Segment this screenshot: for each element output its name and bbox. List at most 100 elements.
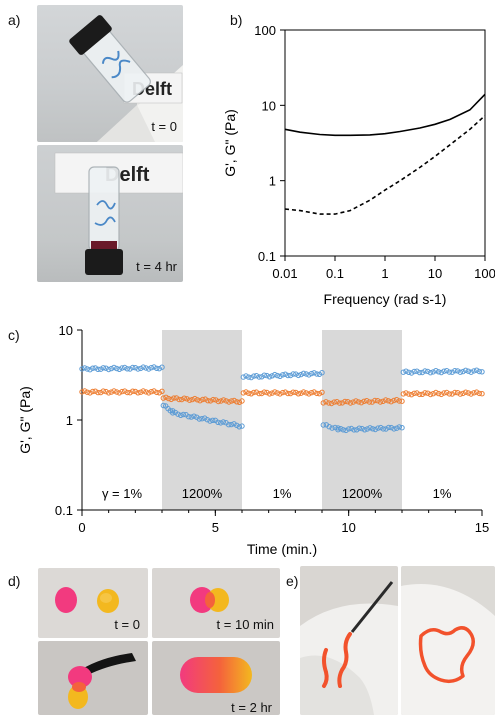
chart-c-point <box>146 366 152 372</box>
chart-c-point <box>173 395 180 401</box>
chart-c-point <box>435 390 442 397</box>
chart-c-point <box>236 399 243 406</box>
chart-c-point <box>277 391 283 397</box>
chart-c-point <box>218 398 224 404</box>
chart-c-point <box>154 365 160 371</box>
chart-c-point <box>274 372 281 379</box>
chart-b-ytick-label: 1 <box>269 174 276 189</box>
chart-c-point <box>465 390 472 396</box>
chart-c-point <box>358 400 364 406</box>
chart-c-point <box>331 399 337 405</box>
chart-c-point <box>253 389 260 395</box>
chart-c-point <box>253 373 260 379</box>
chart-c-point <box>178 412 184 419</box>
chart-c-point <box>205 398 211 404</box>
chart-c-point <box>119 388 125 395</box>
chart-c-point <box>79 389 85 395</box>
chart-c-point <box>200 396 206 403</box>
chart-c-point <box>457 391 463 397</box>
chart-c-point <box>308 370 315 377</box>
chart-c-point <box>100 365 107 371</box>
chart-c-point <box>92 388 99 394</box>
chart-c-point <box>386 424 392 431</box>
chart-c-point <box>364 426 370 432</box>
chart-c-point <box>179 396 185 403</box>
photo-printed-heart <box>401 566 495 715</box>
chart-c-point <box>82 365 88 371</box>
caption-d-t0: t = 0 <box>114 617 140 632</box>
chart-c-point <box>240 374 247 380</box>
chart-c-point <box>188 414 195 420</box>
chart-c-segment-label: 1200% <box>182 486 223 501</box>
chart-c-point <box>394 425 400 431</box>
chart-c-point <box>269 373 275 379</box>
chart-c-point <box>374 398 381 404</box>
chart-c-xtick-label: 10 <box>341 520 355 535</box>
chart-c-point <box>350 399 356 405</box>
chart-c-point <box>148 365 155 371</box>
chart-c-point <box>326 424 332 430</box>
chart-c-point <box>240 390 247 396</box>
chart-c-point <box>303 371 309 377</box>
chart-c-point <box>479 369 485 375</box>
chart-c-point <box>98 366 104 372</box>
chart-c-point <box>293 371 299 377</box>
chart-c-point <box>272 389 278 395</box>
chart-c-point <box>285 372 291 379</box>
chart-c-point <box>124 366 131 372</box>
chart-c-point <box>90 388 96 395</box>
chart-c-point <box>343 427 349 434</box>
chart-c-point <box>471 368 477 374</box>
chart-c-point <box>391 426 397 432</box>
chart-c-point <box>108 389 115 395</box>
chart-c-point <box>311 389 317 395</box>
chart-c-point <box>353 398 359 404</box>
chart-c-point <box>280 372 286 378</box>
chart-c-point <box>356 425 362 431</box>
chart-c-point <box>430 391 436 397</box>
chart-c-point <box>180 411 187 418</box>
chart-c-point <box>295 372 302 379</box>
chart-c-xtick-label: 15 <box>475 520 489 535</box>
chart-c-point <box>441 390 447 396</box>
chart-c-point <box>454 368 461 374</box>
chart-b-ytick-label: 10 <box>262 98 276 113</box>
chart-c-point <box>135 366 141 372</box>
photo-blobs-10min: t = 10 min <box>152 568 280 638</box>
chart-c-point <box>218 420 224 426</box>
chart-c-point <box>388 399 394 405</box>
chart-c-point <box>311 370 317 376</box>
chart-c-series-orange <box>79 388 485 407</box>
chart-c-point <box>408 370 415 376</box>
chart-c-xtick-label: 5 <box>212 520 219 535</box>
chart-c-point <box>323 399 329 405</box>
chart-c-point <box>266 374 273 380</box>
chart-c-point <box>264 372 270 379</box>
chart-c-point <box>369 399 375 405</box>
chart-c-point <box>160 402 167 409</box>
chart-c-point <box>140 388 147 394</box>
chart-c-point <box>84 389 91 395</box>
chart-c-point <box>256 374 262 380</box>
chart-c-point <box>159 364 165 370</box>
chart-c-series-blue <box>79 364 485 434</box>
chart-c-point <box>171 395 177 401</box>
chart-c-point <box>175 411 181 417</box>
chart-c-point <box>320 400 326 406</box>
photo-vial-tilted: Delft t = 0 <box>37 5 183 142</box>
chart-c-point <box>308 390 315 396</box>
chart-c-point <box>207 398 214 404</box>
chart-c-point <box>457 369 463 375</box>
chart-c-point <box>452 368 458 374</box>
chart-c-point <box>380 426 386 432</box>
chart-c-xlabel: Time (min.) <box>247 541 317 557</box>
chart-b-xtick-label: 1 <box>381 266 388 281</box>
chart-c-point <box>277 373 283 379</box>
chart-c-point <box>306 372 312 378</box>
chart-c-point <box>116 390 123 396</box>
chart-c-point <box>375 425 381 431</box>
chart-c-point <box>293 389 299 396</box>
chart-c-point <box>82 388 88 394</box>
chart-c-point <box>197 398 203 404</box>
chart-c-point <box>280 389 286 396</box>
